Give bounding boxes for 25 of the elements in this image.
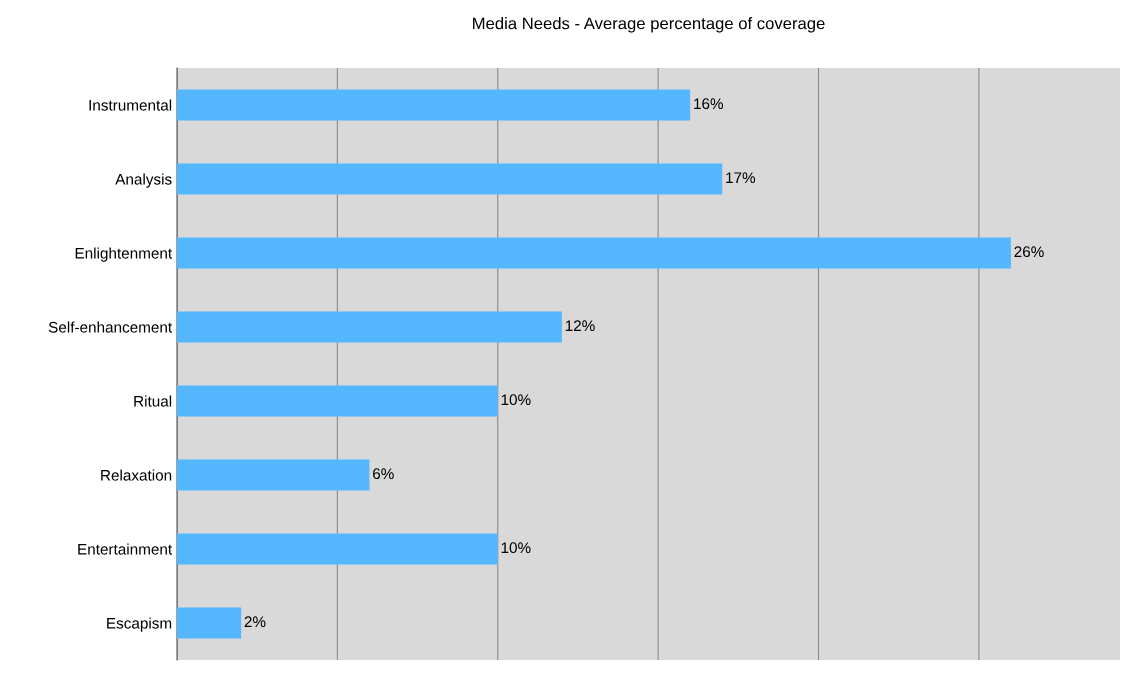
data-label: 10%	[501, 542, 531, 554]
bar	[177, 459, 370, 491]
y-tick-label: Self-enhancement	[48, 321, 173, 333]
bar	[177, 237, 1011, 269]
data-label: 2%	[244, 616, 266, 628]
bar	[177, 533, 498, 565]
chart-title: Media Needs - Average percentage of coverage	[473, 17, 825, 33]
bar	[177, 311, 562, 343]
y-tick-label: Enlightenment	[75, 247, 173, 262]
data-label: 17%	[726, 172, 756, 184]
data-label: 26%	[1014, 246, 1044, 258]
bar	[177, 89, 691, 121]
data-label: 16%	[694, 98, 724, 110]
data-label: 10%	[501, 394, 531, 406]
y-tick-label: Instrumental	[89, 99, 172, 111]
y-tick-label: Escapism	[107, 617, 172, 632]
bar	[177, 385, 498, 417]
bar	[177, 163, 723, 195]
y-tick-label: Relaxation	[101, 469, 172, 481]
y-tick-label: Analysis	[115, 173, 172, 188]
y-tick-label: Ritual	[134, 395, 172, 407]
data-label: 6%	[373, 468, 394, 480]
y-tick-label: Entertainment	[78, 543, 173, 555]
bar	[177, 607, 242, 639]
data-label: 12%	[565, 320, 595, 332]
